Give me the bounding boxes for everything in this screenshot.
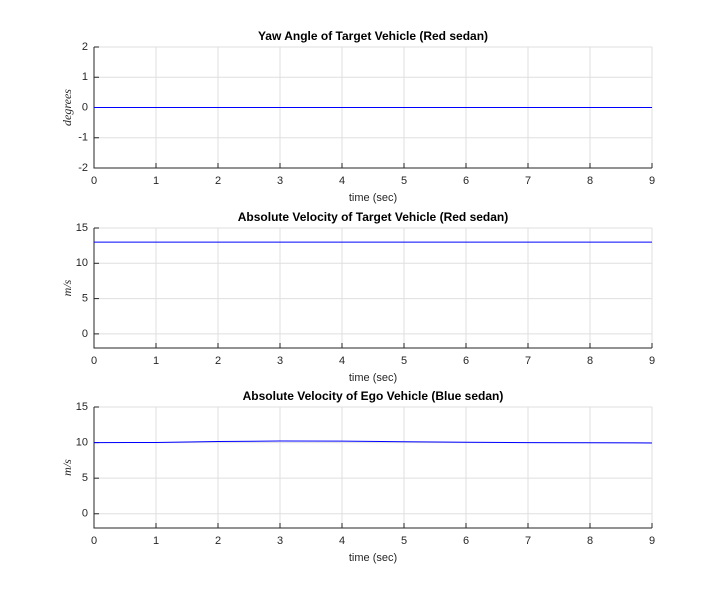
x-tick-label: 3 <box>277 535 283 547</box>
x-tick-label: 1 <box>153 355 159 367</box>
axes-box <box>93 228 652 349</box>
x-tick-label: 0 <box>91 355 97 367</box>
x-tick-label: 4 <box>339 175 345 187</box>
x-tick-label: 3 <box>277 175 283 187</box>
x-tick-label: 0 <box>91 175 97 187</box>
x-tick-label: 1 <box>153 535 159 547</box>
y-tick-label: 5 <box>82 292 88 304</box>
x-tick-label: 9 <box>649 355 655 367</box>
chart-title: Absolute Velocity of Ego Vehicle (Blue s… <box>243 389 504 403</box>
axes-box <box>93 407 652 529</box>
x-tick-label: 8 <box>587 355 593 367</box>
y-tick-label: 1 <box>82 71 88 83</box>
y-axis-label: m/s <box>60 279 74 296</box>
x-tick-label: 2 <box>215 355 221 367</box>
x-tick-label: 4 <box>339 535 345 547</box>
x-axis-label: time (sec) <box>349 192 397 204</box>
y-tick-label: 15 <box>76 401 88 413</box>
chart-title: Absolute Velocity of Target Vehicle (Red… <box>238 210 509 224</box>
data-line <box>93 440 653 444</box>
y-tick-label: 10 <box>76 436 88 448</box>
x-tick-label: 2 <box>215 535 221 547</box>
x-tick-label: 9 <box>649 175 655 187</box>
x-tick-label: 1 <box>153 175 159 187</box>
x-tick-label: 6 <box>463 175 469 187</box>
plot-area <box>94 228 652 348</box>
x-tick-label: 5 <box>401 355 407 367</box>
x-axis-label: time (sec) <box>349 372 397 384</box>
x-axis-label: time (sec) <box>349 552 397 564</box>
y-axis-label: m/s <box>60 459 74 476</box>
x-tick-label: 5 <box>401 175 407 187</box>
x-tick-label: 5 <box>401 535 407 547</box>
y-tick-label: 10 <box>76 257 88 269</box>
x-tick-label: 6 <box>463 355 469 367</box>
x-tick-label: 6 <box>463 535 469 547</box>
y-tick-label: 2 <box>82 41 88 53</box>
x-tick-label: 0 <box>91 535 97 547</box>
y-tick-label: 5 <box>82 472 88 484</box>
plot-area <box>94 407 652 528</box>
x-tick-label: 4 <box>339 355 345 367</box>
x-tick-label: 7 <box>525 175 531 187</box>
y-tick-label: 0 <box>82 328 88 340</box>
y-tick-label: -2 <box>78 162 88 174</box>
chart-title: Yaw Angle of Target Vehicle (Red sedan) <box>258 29 488 43</box>
y-tick-label: 0 <box>82 101 88 113</box>
x-tick-label: 8 <box>587 175 593 187</box>
y-tick-label: 0 <box>82 508 88 520</box>
x-tick-label: 3 <box>277 355 283 367</box>
axes-box <box>93 47 652 169</box>
x-tick-label: 2 <box>215 175 221 187</box>
y-tick-label: 15 <box>76 222 88 234</box>
x-tick-label: 8 <box>587 535 593 547</box>
x-tick-label: 7 <box>525 355 531 367</box>
x-tick-label: 7 <box>525 535 531 547</box>
y-tick-label: -1 <box>78 132 88 144</box>
y-axis-label: degrees <box>60 89 74 126</box>
x-tick-label: 9 <box>649 535 655 547</box>
